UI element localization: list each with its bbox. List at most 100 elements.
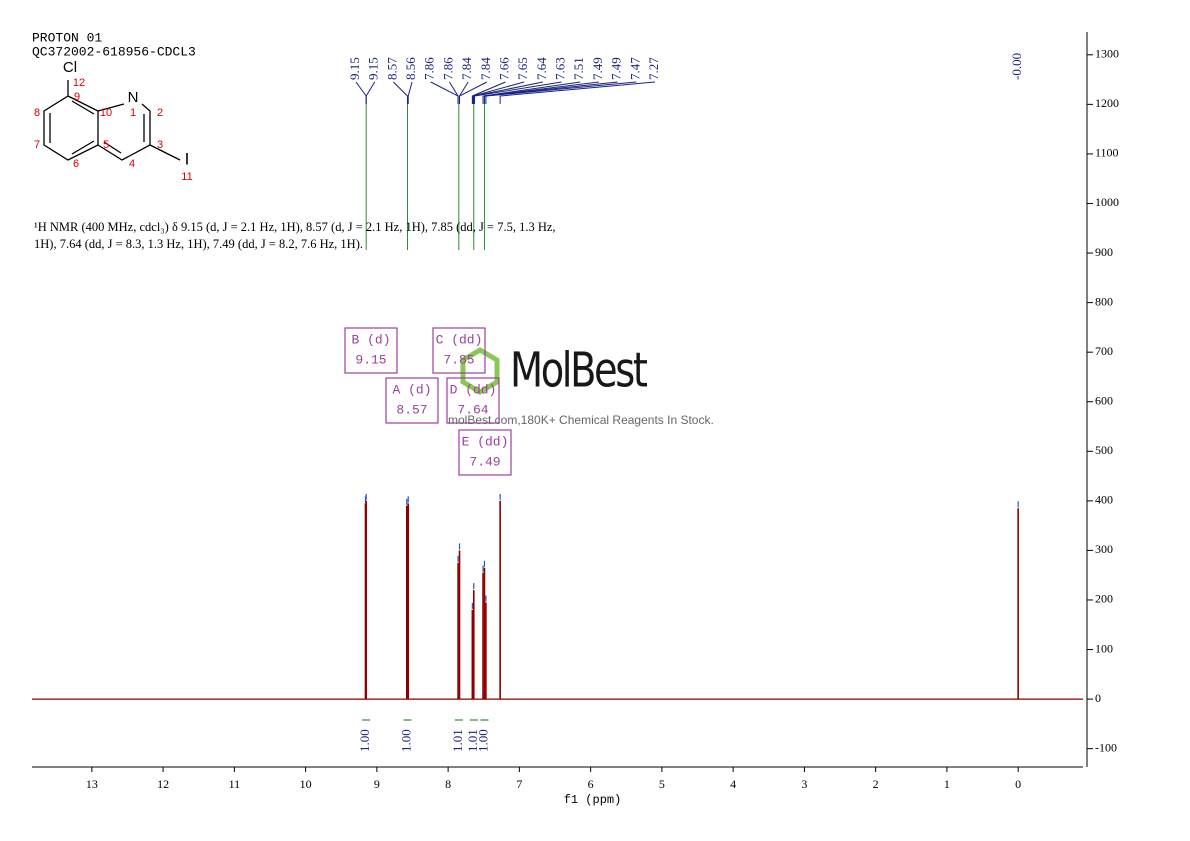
peak-label: 7.84	[478, 57, 493, 80]
atom: Cl	[63, 59, 77, 76]
x-tick-label: 13	[86, 777, 98, 791]
structure	[43, 80, 181, 161]
y-tick-label: 1200	[1095, 96, 1119, 110]
x-tick-label: 4	[730, 777, 736, 791]
integral-label: 1.01	[465, 729, 480, 752]
peak-label: 7.51	[571, 57, 586, 80]
y-tick-label: -100	[1095, 740, 1117, 754]
peak-label-connector	[430, 81, 459, 104]
atom-number: 1	[130, 107, 136, 119]
peak-label: 8.56	[403, 57, 418, 80]
atom-number: 5	[103, 139, 109, 151]
peak-label: 7.84	[459, 57, 474, 80]
multiplet-shift: 7.64	[457, 402, 488, 417]
multiplet-box	[385, 377, 439, 424]
peak-label: 7.65	[515, 57, 530, 80]
multiplet-box	[446, 377, 500, 424]
peak-label: 7.47	[627, 57, 642, 80]
peak-label: 7.63	[553, 57, 568, 80]
atom-number: 3	[157, 139, 163, 151]
multiplet-label: A (d)	[392, 382, 431, 397]
y-tick-label: 600	[1095, 393, 1113, 407]
atom-number: 12	[73, 77, 85, 89]
x-tick-label: 7	[516, 777, 522, 791]
x-tick-label: 11	[229, 777, 241, 791]
peak-label: 7.49	[609, 57, 624, 80]
multiplet-label: B (d)	[351, 332, 390, 347]
bond	[71, 140, 95, 155]
peak-label-connector	[473, 81, 543, 104]
peak-label-connector	[471, 81, 506, 104]
y-tick-label: 700	[1095, 344, 1113, 358]
peak-label-connector	[499, 81, 656, 104]
x-tick-label: 6	[588, 777, 594, 791]
multiplet-label: C (dd)	[436, 332, 483, 347]
peak-label: 9.15	[347, 57, 362, 80]
peak-label-connector	[365, 81, 376, 104]
multiplet-box	[344, 327, 398, 374]
multiplet-box	[458, 429, 512, 476]
bond	[149, 144, 181, 161]
bond	[103, 141, 122, 154]
header-line: PROTON 01	[32, 30, 102, 45]
peak-label: 7.27	[646, 57, 661, 80]
integral-label: 1.01	[450, 729, 465, 752]
y-tick-label: 800	[1095, 294, 1113, 308]
x-tick-label: 8	[445, 777, 451, 791]
x-tick-label: 1	[944, 777, 950, 791]
y-tick-label: 200	[1095, 592, 1113, 606]
x-axis-label: f1 (ppm)	[564, 793, 622, 807]
bond	[71, 100, 95, 115]
atom-number: 9	[74, 91, 80, 103]
x-tick-label: 9	[374, 777, 380, 791]
y-tick-label: 1100	[1095, 146, 1119, 160]
y-tick-label: 400	[1095, 493, 1113, 507]
watermark: MolBest molBest.com,180K+ Chemical Reage…	[448, 344, 714, 428]
peak-label-connector	[482, 81, 581, 104]
atom-number: 4	[129, 158, 135, 170]
peak-label-connector	[472, 81, 525, 104]
peak-label: -0.00	[1009, 53, 1024, 80]
x-tick-label: 10	[300, 777, 312, 791]
peak-label-connector	[393, 81, 409, 104]
peak-label: 7.86	[422, 57, 437, 80]
y-tick-label: 300	[1095, 542, 1113, 556]
integral-label: 1.00	[398, 729, 413, 752]
multiplet-shift: 7.49	[469, 454, 500, 469]
atoms: Cl 12 9 N 1 2 8 10 3 7 5 4 6 11 I	[34, 59, 193, 183]
y-tick-label: 0	[1095, 691, 1101, 705]
peak-label: 7.86	[440, 57, 455, 80]
atom-number: 6	[73, 158, 79, 170]
peak-label-connector	[485, 81, 637, 104]
atom: N	[128, 89, 139, 106]
multiplet-shift: 7.85	[443, 352, 474, 367]
watermark-tagline: molBest.com,180K+ Chemical Reagents In S…	[448, 413, 714, 427]
x-tick-label: 12	[157, 777, 169, 791]
peak-label-connector	[449, 81, 459, 104]
atom-number: 11	[181, 171, 192, 183]
bond	[43, 80, 99, 161]
y-tick-label: 500	[1095, 443, 1113, 457]
y-tick-label: 1300	[1095, 47, 1119, 61]
peak-label-connector	[459, 81, 469, 104]
x-tick-label: 5	[659, 777, 665, 791]
y-tick-label: 900	[1095, 245, 1113, 259]
description: ¹H NMR (400 MHz, cdcl₃) δ 9.15 (d, J = 2…	[34, 220, 556, 251]
peak-label-connector	[407, 81, 413, 104]
y-tick-label: 1000	[1095, 195, 1119, 209]
atom-number: 8	[34, 107, 40, 119]
atom-number: 7	[34, 139, 40, 151]
x-tick-label: 2	[873, 777, 879, 791]
x-tick-label: 0	[1015, 777, 1021, 791]
peak-label-connector	[473, 81, 562, 104]
peak-label: 9.15	[366, 57, 381, 80]
peak-label-connector	[459, 81, 488, 104]
atom-number: 10	[100, 107, 112, 119]
integral-label: 1.00	[357, 729, 372, 752]
atom-number: 2	[157, 107, 163, 119]
watermark-logo-icon	[460, 347, 500, 395]
header-line: QC372002-618956-CDCL3	[32, 44, 196, 59]
watermark-logo: MolBest	[510, 344, 647, 399]
